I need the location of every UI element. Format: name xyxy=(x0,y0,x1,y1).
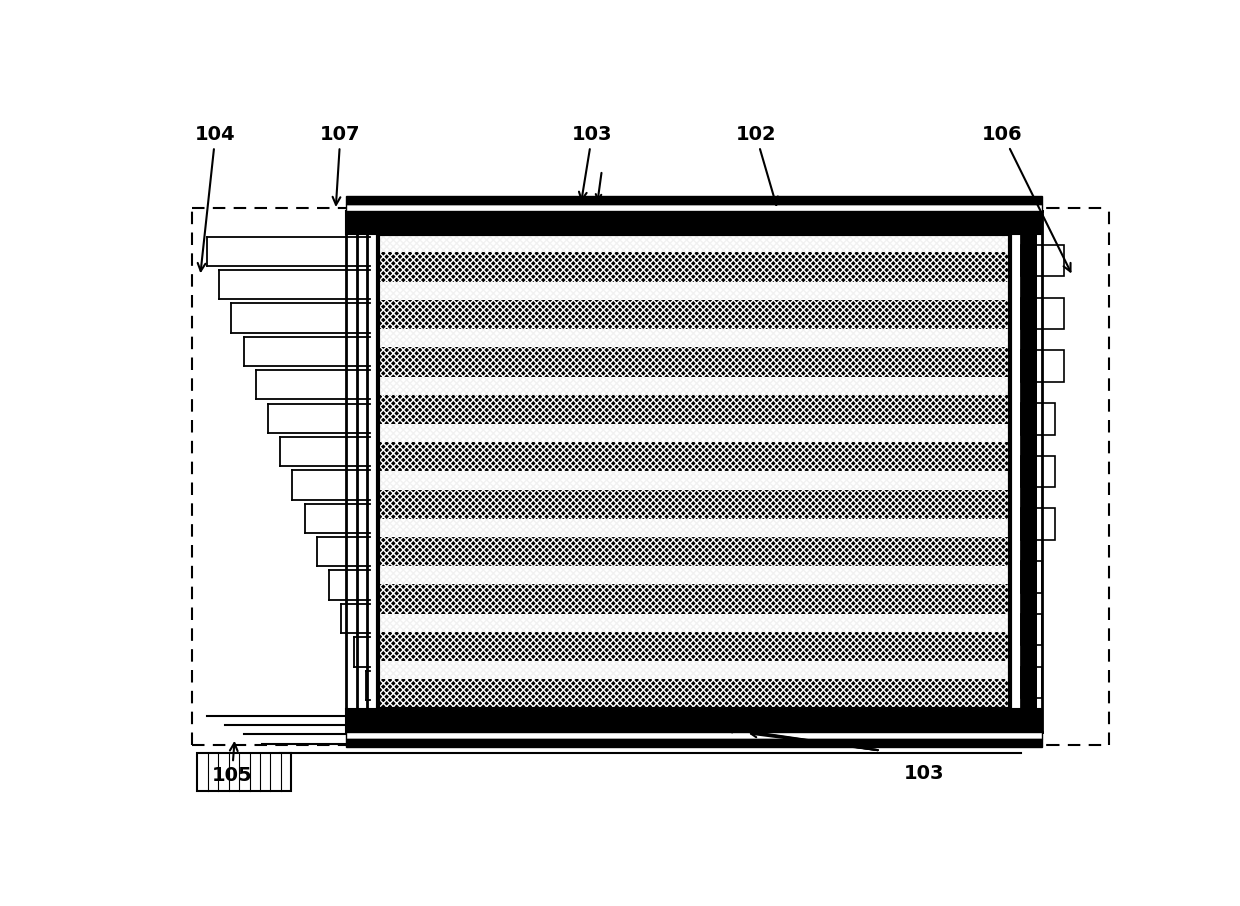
Bar xyxy=(378,661,1011,680)
Bar xyxy=(378,282,1011,300)
Bar xyxy=(378,584,1011,613)
Bar xyxy=(378,252,1011,282)
Bar xyxy=(378,377,1011,395)
Bar xyxy=(378,377,1011,395)
Bar xyxy=(378,329,1011,347)
Bar xyxy=(378,613,1011,631)
Bar xyxy=(378,235,1011,708)
Bar xyxy=(1021,613,1043,645)
Bar xyxy=(378,424,1011,442)
Bar xyxy=(378,661,1011,680)
Bar xyxy=(1021,226,1037,717)
Text: 102: 102 xyxy=(735,125,777,205)
Bar xyxy=(1021,351,1064,381)
Bar xyxy=(378,631,1011,661)
Bar xyxy=(378,519,1011,537)
Text: 105: 105 xyxy=(212,743,252,785)
Bar xyxy=(1021,403,1055,435)
Bar xyxy=(378,347,1011,377)
Text: 103: 103 xyxy=(572,125,613,200)
Bar xyxy=(346,196,1042,204)
Bar xyxy=(1021,667,1043,699)
Bar xyxy=(378,566,1011,584)
Bar xyxy=(378,282,1011,300)
Bar xyxy=(1021,297,1064,329)
Text: 107: 107 xyxy=(320,125,361,205)
Bar xyxy=(197,753,291,791)
Bar xyxy=(378,537,1011,566)
Bar xyxy=(346,708,1042,732)
Bar xyxy=(1021,561,1043,593)
Bar xyxy=(378,519,1011,537)
Bar xyxy=(346,204,1042,211)
Bar xyxy=(378,613,1011,631)
Bar xyxy=(378,424,1011,442)
Bar xyxy=(378,395,1011,424)
Text: 104: 104 xyxy=(195,125,236,271)
Bar xyxy=(378,235,1011,708)
Bar xyxy=(346,739,1042,747)
Bar xyxy=(378,471,1011,489)
Bar xyxy=(378,442,1011,471)
Text: 106: 106 xyxy=(982,125,1070,272)
Bar xyxy=(346,211,1042,235)
Bar xyxy=(378,489,1011,519)
Bar xyxy=(378,235,1011,252)
Bar xyxy=(1021,456,1055,487)
Bar xyxy=(378,235,1011,252)
Bar xyxy=(1021,245,1064,276)
Text: 103: 103 xyxy=(904,765,944,784)
Bar xyxy=(378,329,1011,347)
Bar xyxy=(1021,508,1055,540)
Bar xyxy=(378,566,1011,584)
Bar xyxy=(378,680,1011,708)
Bar xyxy=(378,300,1011,329)
Bar xyxy=(378,471,1011,489)
Bar xyxy=(346,732,1042,739)
